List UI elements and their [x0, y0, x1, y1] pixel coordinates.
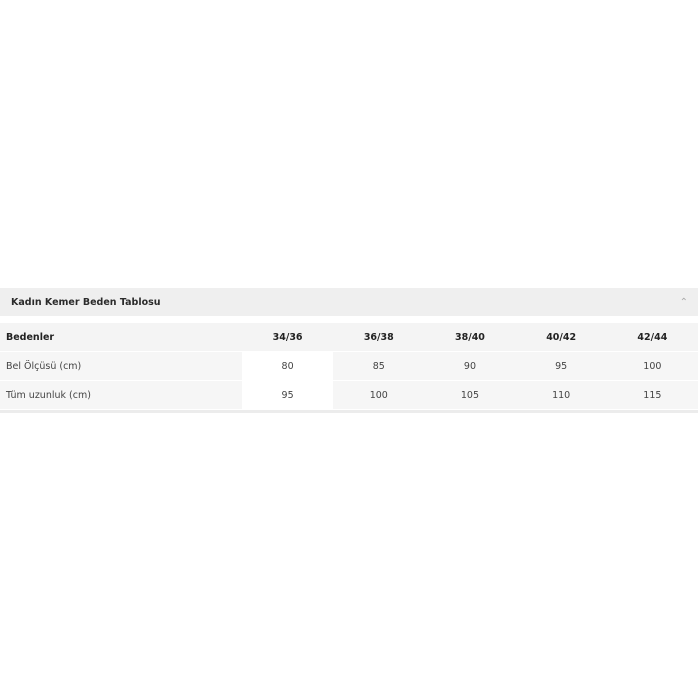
table-cell: 95 [242, 380, 334, 410]
column-header: Bedenler [0, 323, 242, 352]
table-cell: 115 [606, 380, 698, 410]
row-label: Tüm uzunluk (cm) [0, 380, 242, 410]
column-header: 42/44 [606, 323, 698, 352]
chevron-up-icon[interactable]: ⌃ [679, 296, 688, 308]
table-row: Bel Ölçüsü (cm) 80 85 90 95 100 [0, 351, 698, 381]
size-chart-accordion: Kadın Kemer Beden Tablosu ⌃ Bedenler 34/… [0, 288, 698, 413]
table-cell: 90 [424, 351, 516, 381]
accordion-title: Kadın Kemer Beden Tablosu [11, 296, 161, 308]
row-label: Bel Ölçüsü (cm) [0, 351, 242, 381]
divider [0, 410, 698, 413]
table-cell: 110 [515, 380, 607, 410]
column-header: 40/42 [515, 323, 607, 352]
column-header: 38/40 [424, 323, 516, 352]
column-header: 36/38 [333, 323, 425, 352]
accordion-header[interactable]: Kadın Kemer Beden Tablosu ⌃ [0, 288, 698, 316]
table-cell: 100 [606, 351, 698, 381]
table-cell: 100 [333, 380, 425, 410]
table-cell: 95 [515, 351, 607, 381]
table-row: Tüm uzunluk (cm) 95 100 105 110 115 [0, 380, 698, 410]
table-cell: 105 [424, 380, 516, 410]
size-table: Bedenler 34/36 36/38 38/40 40/42 42/44 B… [0, 323, 698, 410]
table-cell: 85 [333, 351, 425, 381]
column-header: 34/36 [242, 323, 334, 352]
table-header-row: Bedenler 34/36 36/38 38/40 40/42 42/44 [0, 323, 698, 352]
table-cell: 80 [242, 351, 334, 381]
